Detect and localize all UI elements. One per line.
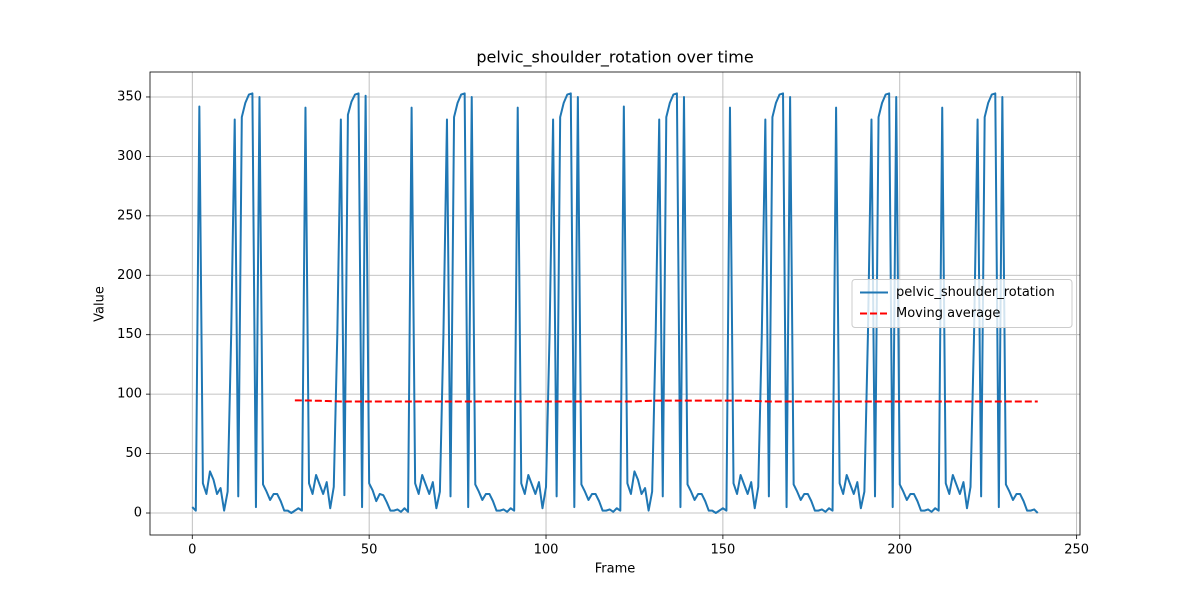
x-tick-label: 100 <box>534 543 559 558</box>
y-tick-label: 350 <box>117 89 142 104</box>
x-tick-label: 150 <box>710 543 735 558</box>
chart-title: pelvic_shoulder_rotation over time <box>476 48 753 68</box>
x-tick-label: 200 <box>887 543 912 558</box>
data-line <box>191 92 1039 515</box>
legend-label: Moving average <box>896 306 1000 321</box>
legend-label: pelvic_shoulder_rotation <box>896 285 1055 300</box>
y-tick-label: 300 <box>117 149 142 164</box>
y-tick-label: 0 <box>134 506 142 521</box>
x-tick-label: 50 <box>361 543 378 558</box>
x-tick-label: 250 <box>1064 543 1089 558</box>
y-tick-label: 150 <box>117 327 142 342</box>
y-tick-label: 50 <box>125 446 142 461</box>
plot-frame <box>149 71 1081 536</box>
legend-box <box>851 279 1073 328</box>
y-tick-label: 250 <box>117 208 142 223</box>
x-axis-label: Frame <box>595 562 636 577</box>
y-tick-label: 200 <box>117 268 142 283</box>
x-tick-label: 0 <box>188 543 196 558</box>
data-line <box>294 399 1038 403</box>
y-axis-label: Value <box>93 286 108 322</box>
y-tick-label: 100 <box>117 387 142 402</box>
